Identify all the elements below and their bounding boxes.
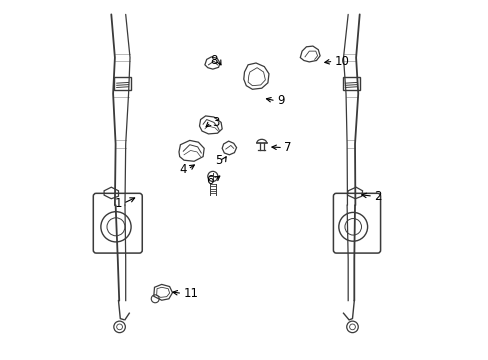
- Text: 11: 11: [183, 287, 198, 300]
- Text: 4: 4: [179, 163, 186, 176]
- Text: 3: 3: [212, 116, 219, 129]
- Text: 9: 9: [276, 94, 284, 107]
- Text: 2: 2: [373, 190, 381, 203]
- Text: 5: 5: [215, 154, 223, 167]
- Text: 10: 10: [334, 55, 348, 68]
- Text: 8: 8: [210, 54, 217, 67]
- Text: 7: 7: [284, 141, 291, 154]
- Text: 6: 6: [206, 174, 213, 186]
- Text: 1: 1: [114, 197, 122, 210]
